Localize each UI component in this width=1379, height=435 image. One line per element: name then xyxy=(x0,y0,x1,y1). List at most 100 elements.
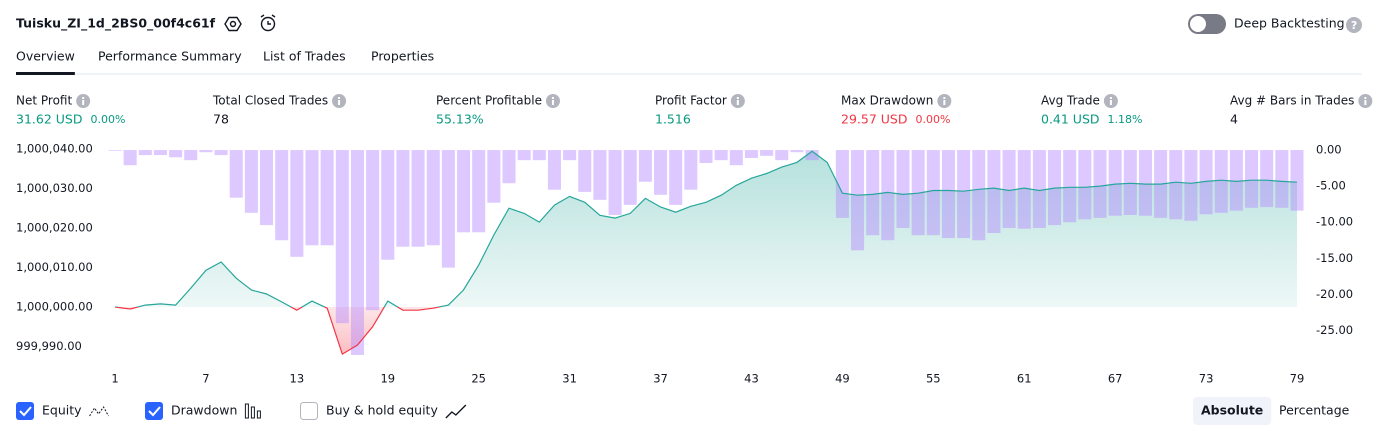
checkbox xyxy=(300,402,318,420)
x-tick-label: 61 xyxy=(1017,372,1032,386)
y-tick-label: 1,000,020.00 xyxy=(16,220,93,234)
y-tick-label: 999,990.00 xyxy=(16,339,82,353)
info-bar xyxy=(736,100,739,105)
drawdown-bar xyxy=(699,150,713,164)
info-icon[interactable] xyxy=(545,94,560,108)
button-label: Percentage xyxy=(1279,403,1350,418)
drawdown-bar xyxy=(366,150,380,311)
drawdown-bar xyxy=(411,150,425,247)
strategy-title: Tuisku_ZI_1d_2BS0_00f4c61f xyxy=(16,16,216,32)
equity-line xyxy=(114,150,1298,356)
info-dot xyxy=(943,97,946,99)
drawdown-bar xyxy=(260,150,274,226)
mode-button[interactable]: Percentage xyxy=(1279,403,1350,418)
drawdown-bar xyxy=(229,150,243,198)
legend-icon xyxy=(244,403,261,419)
drawdown-bar xyxy=(957,150,971,239)
legend-label: Drawdown xyxy=(171,403,237,418)
info-icon[interactable] xyxy=(1103,94,1118,108)
drawdown-bar xyxy=(654,150,668,195)
drawdown-bar xyxy=(153,150,167,156)
legend-label: Equity xyxy=(42,403,82,418)
drawdown-bar xyxy=(184,150,198,161)
drawdown-bar xyxy=(123,150,137,166)
drawdown-bar xyxy=(1017,150,1031,229)
plot-area xyxy=(108,150,1304,356)
legend-toggle[interactable]: Drawdown xyxy=(145,402,261,420)
drawdown-bar xyxy=(426,150,440,246)
metric-value: 55.13% xyxy=(436,112,484,127)
y2-tick-label: 0.00 xyxy=(1316,143,1342,157)
y-tick-label: 1,000,000.00 xyxy=(16,300,93,314)
drawdown-bar xyxy=(169,150,183,158)
info-icon[interactable] xyxy=(1358,94,1373,108)
x-tick-label: 67 xyxy=(1108,372,1123,386)
drawdown-bar xyxy=(457,150,471,233)
drawdown-bar xyxy=(1199,150,1213,215)
legend-toggle[interactable]: Equity xyxy=(16,402,109,420)
drawdown-bar xyxy=(1290,150,1304,211)
tab[interactable]: List of Trades xyxy=(263,49,346,64)
metric-change: 0.00% xyxy=(90,113,125,126)
drawdown-bar xyxy=(335,150,349,324)
drawdown-bar xyxy=(972,150,986,241)
settings-icon[interactable] xyxy=(224,16,242,32)
help-icon[interactable]: ? xyxy=(1346,17,1362,33)
metric-label: Max Drawdown xyxy=(841,94,933,108)
info-icon[interactable] xyxy=(76,94,91,108)
x-tick-label: 1 xyxy=(111,372,118,386)
metric-value: 31.62 USD xyxy=(16,112,82,127)
alert-icon[interactable] xyxy=(260,14,276,32)
drawdown-bar xyxy=(275,150,289,241)
drawdown-bar xyxy=(1063,150,1077,223)
drawdown-bar xyxy=(1093,150,1107,218)
info-bar xyxy=(551,100,554,105)
legend-icon xyxy=(445,404,467,419)
drawdown-bar xyxy=(502,150,516,184)
checkbox xyxy=(145,402,163,420)
legend-toggle[interactable]: Buy & hold equity xyxy=(300,402,467,420)
tab[interactable]: Overview xyxy=(16,49,75,64)
drawdown-bar xyxy=(638,150,652,182)
y2-tick-label: -5.00 xyxy=(1316,179,1346,193)
x-tick-label: 73 xyxy=(1199,372,1214,386)
drawdown-bar xyxy=(987,150,1001,234)
drawdown-bar xyxy=(350,150,364,355)
y2-tick-label: -15.00 xyxy=(1316,251,1353,265)
drawdown-bar xyxy=(199,150,213,153)
drawdown-bar xyxy=(896,150,910,228)
drawdown-bar xyxy=(1275,150,1289,208)
deep-backtesting-toggle[interactable] xyxy=(1188,14,1226,34)
drawdown-bar xyxy=(396,150,410,247)
x-tick-label: 7 xyxy=(202,372,209,386)
tab[interactable]: Performance Summary xyxy=(98,49,242,64)
tab[interactable]: Properties xyxy=(371,49,434,64)
drawdown-bar xyxy=(623,150,637,205)
info-bar xyxy=(1109,100,1112,105)
info-dot xyxy=(736,97,739,99)
metric-value: 1.516 xyxy=(655,112,691,127)
metric-value: 0.41 USD xyxy=(1041,112,1100,127)
drawdown-bar xyxy=(578,150,592,192)
y-tick-label: 1,000,010.00 xyxy=(16,260,93,274)
info-bar xyxy=(82,100,85,105)
x-tick-label: 37 xyxy=(653,372,668,386)
mode-button[interactable]: Absolute xyxy=(1193,397,1272,425)
drawdown-bar xyxy=(1229,150,1243,211)
info-icon[interactable] xyxy=(937,94,952,108)
drawdown-bar xyxy=(1123,150,1137,215)
drawdown-bar xyxy=(775,150,789,161)
drawdown-bar xyxy=(563,150,577,161)
info-icon[interactable] xyxy=(730,94,745,108)
metric-value: 78 xyxy=(213,112,229,127)
legend-icon xyxy=(89,406,109,417)
info-icon[interactable] xyxy=(332,94,347,108)
metric-label: Avg Trade xyxy=(1041,94,1100,108)
drawdown-bar xyxy=(790,150,804,153)
info-dot xyxy=(551,97,554,99)
metric-label: Avg # Bars in Trades xyxy=(1230,94,1354,108)
drawdown-bar xyxy=(108,150,122,151)
metric-value: 29.57 USD xyxy=(841,112,907,127)
drawdown-bar xyxy=(684,150,698,190)
